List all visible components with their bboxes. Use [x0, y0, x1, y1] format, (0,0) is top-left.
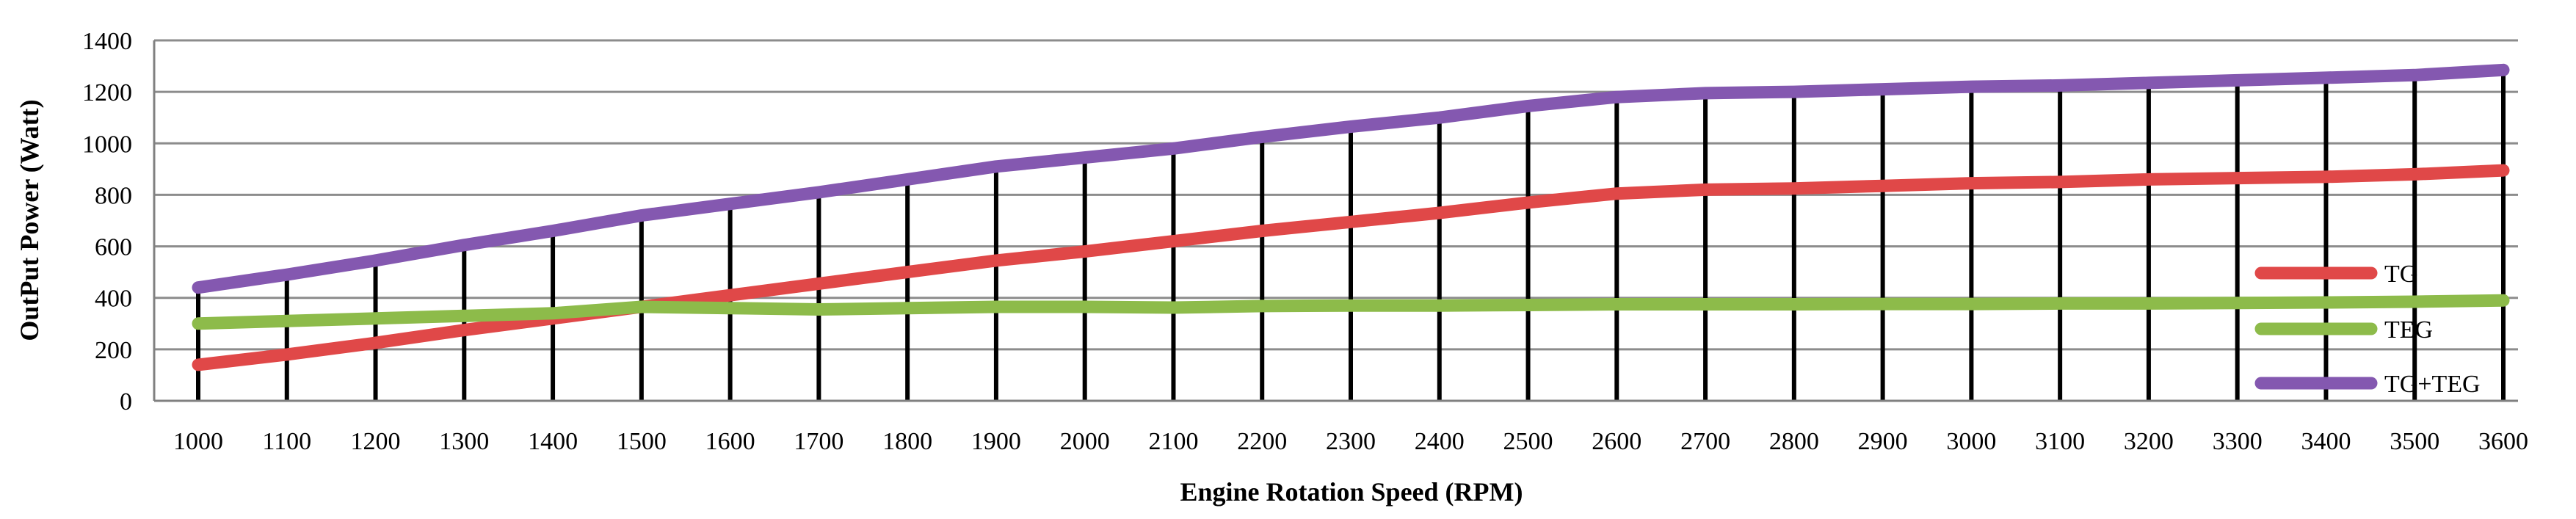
- x-tick-label: 2100: [1148, 428, 1198, 455]
- x-tick-label: 2800: [1769, 428, 1819, 455]
- x-tick-label: 2700: [1680, 428, 1730, 455]
- x-tick-label: 1200: [351, 428, 401, 455]
- series-line-tg-teg: [192, 63, 2510, 294]
- x-tick-label: 2000: [1060, 428, 1110, 455]
- drop-lines: [196, 70, 2506, 401]
- x-axis-tick-labels: 1000 1100 1200 1300 1400 1500 1600 1700 1800 1900…: [173, 428, 2528, 455]
- x-tick-label: 2300: [1326, 428, 1376, 455]
- x-tick-label: 3600: [2478, 428, 2528, 455]
- y-tick-label: 1400: [82, 28, 132, 55]
- x-tick-label: 1400: [528, 428, 578, 455]
- y-axis-title: OutPut Power (Watt): [15, 99, 44, 341]
- x-tick-label: 3500: [2390, 428, 2439, 455]
- x-tick-label: 3100: [2035, 428, 2085, 455]
- x-tick-label: 1600: [705, 428, 755, 455]
- x-tick-label: 1300: [439, 428, 489, 455]
- x-tick-label: 1100: [262, 428, 311, 455]
- y-tick-label: 400: [95, 286, 132, 313]
- x-tick-label: 2400: [1415, 428, 1465, 455]
- x-tick-label: 2500: [1503, 428, 1553, 455]
- y-tick-label: 1000: [82, 131, 132, 158]
- x-tick-label: 1500: [617, 428, 667, 455]
- x-tick-label: 2600: [1592, 428, 1641, 455]
- y-tick-label: 0: [120, 388, 132, 415]
- series-lines: [192, 63, 2510, 371]
- x-tick-label: 1900: [971, 428, 1021, 455]
- legend-label-tg: TG: [2384, 261, 2417, 288]
- x-axis-title: Engine Rotation Speed (RPM): [1180, 477, 1523, 507]
- x-tick-label: 3300: [2213, 428, 2263, 455]
- y-axis-tick-labels: 0 200 400 600 800 1000 1200 1400: [82, 28, 132, 415]
- grid-lines: [154, 39, 2518, 351]
- y-tick-label: 200: [95, 337, 132, 364]
- x-tick-label: 2900: [1858, 428, 1908, 455]
- series-line-teg: [192, 294, 2510, 330]
- legend-label-tg-teg: TG+TEG: [2384, 371, 2481, 398]
- x-tick-label: 1800: [882, 428, 932, 455]
- x-tick-label: 3400: [2301, 428, 2351, 455]
- y-tick-label: 600: [95, 234, 132, 261]
- x-tick-label: 3000: [1946, 428, 1996, 455]
- legend-label-teg: TEG: [2384, 316, 2433, 344]
- x-tick-label: 3200: [2124, 428, 2174, 455]
- x-tick-label: 2200: [1237, 428, 1287, 455]
- y-tick-label: 800: [95, 182, 132, 209]
- y-tick-label: 1200: [82, 79, 132, 106]
- x-tick-label: 1700: [794, 428, 843, 455]
- x-tick-label: 1000: [173, 428, 223, 455]
- legend: TG TEG TG+TEG: [2254, 261, 2481, 398]
